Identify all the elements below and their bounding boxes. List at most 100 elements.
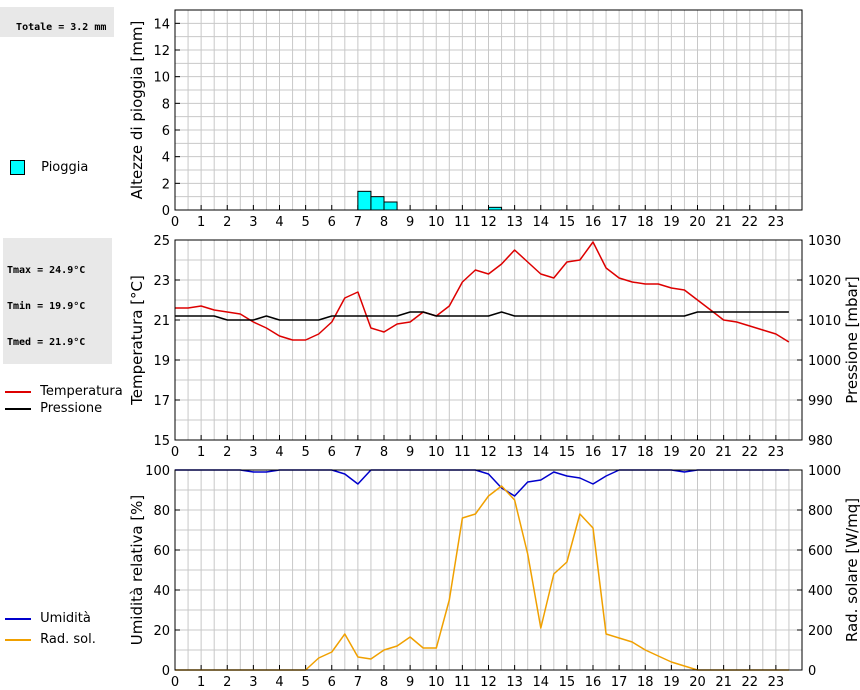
rain-xtick-label: 10 [428, 215, 445, 230]
temp-xtick-label: 15 [559, 445, 576, 460]
rain-ytick-label: 0 [162, 204, 170, 219]
rain-xtick-label: 13 [506, 215, 523, 230]
temp-ytick-label: 15 [153, 434, 170, 449]
hum-xtick-label: 6 [328, 675, 336, 690]
legend-rain: Pioggia [10, 160, 88, 175]
rain-xtick-label: 4 [275, 215, 283, 230]
rain-bar [357, 190, 372, 211]
temp-xtick-label: 17 [611, 445, 628, 460]
temp-xtick-label: 0 [171, 445, 179, 460]
rain-ytick-label: 4 [162, 151, 170, 166]
temp-y2tick-label: 980 [808, 434, 833, 449]
temp-xtick-label: 8 [380, 445, 388, 460]
temp-xtick-label: 11 [454, 445, 471, 460]
hum-ytick-label: 100 [145, 464, 170, 479]
temp-ytick-label: 17 [153, 394, 170, 409]
solar-legend-label: Rad. sol. [40, 632, 96, 647]
rain-xtick-label: 21 [715, 215, 732, 230]
hum-ytick-label: 20 [153, 624, 170, 639]
rain-legend-label: Pioggia [41, 160, 89, 175]
rain-bar [383, 201, 398, 211]
hum-xtick-label: 12 [480, 675, 497, 690]
temp-y2tick-label: 1010 [808, 314, 841, 329]
legend-humidity: Umidità [5, 611, 91, 626]
rain-xtick-label: 22 [741, 215, 758, 230]
tmed-text: Tmed = 21.9°C [7, 337, 86, 348]
rain-xtick-label: 7 [354, 215, 362, 230]
umidit-series-line [175, 469, 789, 497]
rain-legend-swatch [10, 160, 25, 175]
hum-xtick-label: 19 [663, 675, 680, 690]
rain-ytick-label: 6 [162, 124, 170, 139]
rain-bar [370, 196, 385, 211]
temp-xtick-label: 7 [354, 445, 362, 460]
hum-xtick-label: 10 [428, 675, 445, 690]
hum-xtick-label: 8 [380, 675, 388, 690]
rain-total-box: Totale = 3.2 mm [0, 7, 114, 37]
hum-plot-frame [174, 469, 803, 671]
hum-xtick-label: 22 [741, 675, 758, 690]
hum-xtick-label: 1 [197, 675, 205, 690]
rain-xtick-label: 19 [663, 215, 680, 230]
temp-y2tick-label: 1020 [808, 274, 841, 289]
hum-xtick-label: 20 [689, 675, 706, 690]
rad-sol-series-line [175, 485, 789, 671]
temp-xtick-label: 22 [741, 445, 758, 460]
rain-xtick-label: 3 [249, 215, 257, 230]
temp-ytick-label: 25 [153, 234, 170, 249]
legend-solar: Rad. sol. [5, 632, 96, 647]
temp-xtick-label: 3 [249, 445, 257, 460]
hum-xtick-label: 4 [275, 675, 283, 690]
temp-ytick-label: 23 [153, 274, 170, 289]
temp-ylabel: Temperatura [°C] [128, 275, 146, 406]
hum-y2tick-label: 1000 [808, 464, 841, 479]
hum-xtick-label: 18 [637, 675, 654, 690]
hum-xtick-label: 3 [249, 675, 257, 690]
hum-xtick-label: 17 [611, 675, 628, 690]
temperature-legend-line [5, 390, 31, 393]
rain-xtick-label: 11 [454, 215, 471, 230]
pressione-series-line [175, 311, 789, 321]
temp-xtick-label: 19 [663, 445, 680, 460]
temp-xtick-label: 13 [506, 445, 523, 460]
rain-xtick-label: 15 [559, 215, 576, 230]
temp-xtick-label: 10 [428, 445, 445, 460]
temp-xtick-label: 9 [406, 445, 414, 460]
temp-y2tick-label: 1000 [808, 354, 841, 369]
rain-xtick-label: 23 [768, 215, 785, 230]
hum-panel [174, 469, 803, 671]
rain-plot-frame [174, 9, 803, 211]
hum-xtick-label: 5 [301, 675, 309, 690]
temp-xtick-label: 23 [768, 445, 785, 460]
temperature-legend-label: Temperatura [40, 384, 123, 399]
hum-y2tick-label: 0 [808, 664, 816, 679]
rain-total-text: Totale = 3.2 mm [16, 22, 107, 33]
legend-temperature: Temperatura [5, 384, 123, 399]
rain-ytick-label: 10 [153, 71, 170, 86]
rain-ytick-label: 14 [153, 17, 170, 32]
rain-xtick-label: 20 [689, 215, 706, 230]
temp-xtick-label: 16 [585, 445, 602, 460]
temp-ytick-label: 21 [153, 314, 170, 329]
temp-xtick-label: 21 [715, 445, 732, 460]
rain-xtick-label: 5 [301, 215, 309, 230]
hum-y2tick-label: 400 [808, 584, 833, 599]
rain-xtick-label: 14 [532, 215, 549, 230]
hum-xtick-label: 2 [223, 675, 231, 690]
rain-xtick-label: 1 [197, 215, 205, 230]
hum-xtick-label: 21 [715, 675, 732, 690]
temperatura-series-line [175, 241, 790, 343]
hum-ytick-label: 40 [153, 584, 170, 599]
hum-xtick-label: 9 [406, 675, 414, 690]
humidity-legend-line [5, 617, 31, 620]
hum-xtick-label: 7 [354, 675, 362, 690]
temperature-stats-box: Tmax = 24.9°C Tmin = 19.9°C Tmed = 21.9°… [3, 238, 112, 364]
legend-pressure: Pressione [5, 401, 102, 416]
rain-xtick-label: 2 [223, 215, 231, 230]
rain-xtick-label: 16 [585, 215, 602, 230]
hum-ylabel: Umidità relativa [%] [128, 495, 146, 646]
temp-xtick-label: 20 [689, 445, 706, 460]
rain-xtick-label: 18 [637, 215, 654, 230]
temp-panel [174, 239, 803, 441]
rain-ytick-label: 8 [162, 97, 170, 112]
